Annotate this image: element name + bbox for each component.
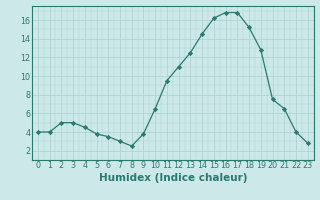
X-axis label: Humidex (Indice chaleur): Humidex (Indice chaleur) <box>99 173 247 183</box>
